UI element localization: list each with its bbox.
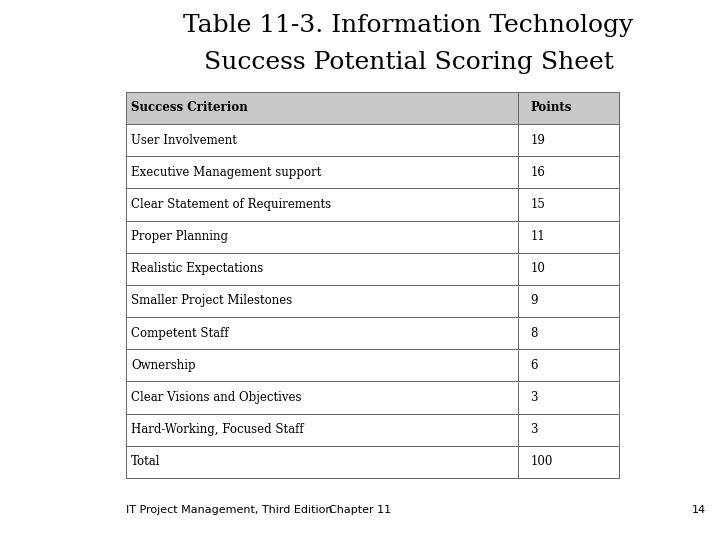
Text: 16: 16 xyxy=(531,166,545,179)
Bar xyxy=(126,92,518,124)
Bar xyxy=(126,124,518,156)
Text: Success Criterion: Success Criterion xyxy=(131,102,248,114)
Text: Table 11-3. Information Technology: Table 11-3. Information Technology xyxy=(184,15,634,37)
Text: Points: Points xyxy=(531,102,572,114)
Text: Hard-Working, Focused Staff: Hard-Working, Focused Staff xyxy=(131,423,304,436)
Text: THOMSON LEARNING: THOMSON LEARNING xyxy=(30,45,82,50)
Bar xyxy=(518,124,619,156)
Text: 9: 9 xyxy=(531,294,538,307)
Text: 15: 15 xyxy=(531,198,545,211)
Text: Success Potential Scoring Sheet: Success Potential Scoring Sheet xyxy=(204,51,613,74)
Bar xyxy=(518,285,619,317)
Text: TECHNOLOGY: TECHNOLOGY xyxy=(30,27,82,33)
Text: User Involvement: User Involvement xyxy=(131,133,237,146)
Bar xyxy=(126,156,518,188)
Bar xyxy=(126,220,518,253)
Bar xyxy=(518,381,619,414)
Text: 19: 19 xyxy=(531,133,545,146)
Bar xyxy=(518,349,619,381)
Bar xyxy=(518,317,619,349)
Text: Clear Statement of Requirements: Clear Statement of Requirements xyxy=(131,198,331,211)
Text: Total: Total xyxy=(131,455,161,468)
Bar xyxy=(518,220,619,253)
Text: Clear Visions and Objectives: Clear Visions and Objectives xyxy=(131,391,302,404)
Bar xyxy=(126,285,518,317)
Text: Chapter 11: Chapter 11 xyxy=(329,505,391,515)
Text: 14: 14 xyxy=(691,505,706,515)
Text: Ownership: Ownership xyxy=(131,359,196,372)
Bar xyxy=(126,381,518,414)
Text: 6: 6 xyxy=(531,359,538,372)
Bar xyxy=(518,92,619,124)
Bar xyxy=(126,414,518,445)
Bar xyxy=(518,188,619,220)
Text: 10: 10 xyxy=(531,262,545,275)
Text: Smaller Project Milestones: Smaller Project Milestones xyxy=(131,294,292,307)
Text: Executive Management support: Executive Management support xyxy=(131,166,321,179)
Bar xyxy=(126,349,518,381)
Bar xyxy=(126,253,518,285)
Bar xyxy=(126,317,518,349)
Bar xyxy=(126,188,518,220)
Text: Realistic Expectations: Realistic Expectations xyxy=(131,262,264,275)
Bar xyxy=(518,414,619,445)
Text: 3: 3 xyxy=(531,423,538,436)
Text: Proper Planning: Proper Planning xyxy=(131,230,228,243)
Text: 3: 3 xyxy=(531,391,538,404)
Bar xyxy=(518,446,619,478)
Text: Competent Staff: Competent Staff xyxy=(131,327,228,340)
Text: 100: 100 xyxy=(531,455,553,468)
Text: 11: 11 xyxy=(531,230,545,243)
Bar xyxy=(518,253,619,285)
Bar xyxy=(126,446,518,478)
Text: IT Project Management, Third Edition: IT Project Management, Third Edition xyxy=(126,505,333,515)
Text: 8: 8 xyxy=(531,327,538,340)
Bar xyxy=(518,156,619,188)
Text: COURSE: COURSE xyxy=(40,16,72,22)
